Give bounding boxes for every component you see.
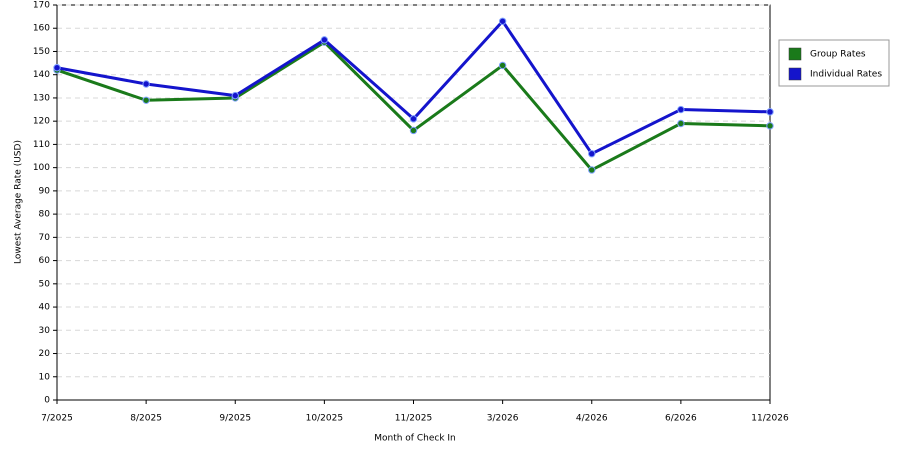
- y-tick-label: 120: [33, 117, 50, 127]
- y-tick-label: 40: [39, 303, 51, 313]
- y-tick-label: 50: [39, 279, 51, 289]
- data-point: [766, 108, 774, 116]
- legend-swatch: [788, 67, 802, 81]
- y-tick-label: 60: [39, 256, 51, 266]
- legend-swatch: [788, 47, 802, 61]
- y-tick-label: 20: [39, 349, 51, 359]
- x-tick-label: 3/2026: [487, 414, 519, 424]
- data-point: [142, 80, 150, 88]
- data-point: [320, 36, 329, 44]
- y-tick-label: 90: [39, 186, 51, 196]
- y-tick-label: 110: [33, 140, 50, 150]
- data-point: [53, 64, 61, 72]
- data-point: [409, 126, 418, 135]
- data-point: [677, 119, 685, 128]
- x-tick-label: 11/2025: [395, 414, 432, 424]
- data-point: [766, 122, 774, 130]
- plot-area: [56, 4, 771, 401]
- y-tick-label: 10: [39, 372, 51, 382]
- y-tick-label: 130: [33, 93, 50, 103]
- data-point: [231, 91, 239, 100]
- y-tick-label: 0: [44, 396, 50, 406]
- x-axis-title: Month of Check In: [374, 434, 456, 444]
- data-point: [588, 150, 596, 158]
- data-point: [498, 17, 507, 25]
- data-point: [142, 96, 150, 104]
- x-tick-label: 4/2026: [576, 414, 608, 424]
- x-tick-label: 10/2025: [306, 414, 343, 424]
- y-tick-label: 170: [33, 1, 50, 11]
- legend-label: Group Rates: [810, 50, 866, 60]
- x-tick-label: 6/2026: [665, 414, 697, 424]
- y-axis-title: Lowest Average Rate (USD): [14, 140, 24, 264]
- y-tick-label: 70: [39, 233, 51, 243]
- data-point: [498, 61, 507, 70]
- x-tick-label: 9/2025: [219, 414, 251, 424]
- y-tick-label: 150: [33, 47, 50, 57]
- y-tick-label: 140: [33, 70, 50, 80]
- x-tick-label: 8/2025: [130, 414, 162, 424]
- y-tick-label: 100: [33, 163, 50, 173]
- data-point: [409, 115, 418, 123]
- x-tick-label: 11/2026: [751, 414, 789, 424]
- x-tick-label: 7/2025: [41, 414, 73, 424]
- y-tick-label: 80: [39, 210, 51, 220]
- y-tick-label: 160: [33, 24, 50, 34]
- legend-label: Individual Rates: [810, 70, 882, 80]
- data-point: [677, 105, 685, 114]
- data-point: [588, 166, 596, 174]
- y-tick-label: 30: [39, 326, 51, 336]
